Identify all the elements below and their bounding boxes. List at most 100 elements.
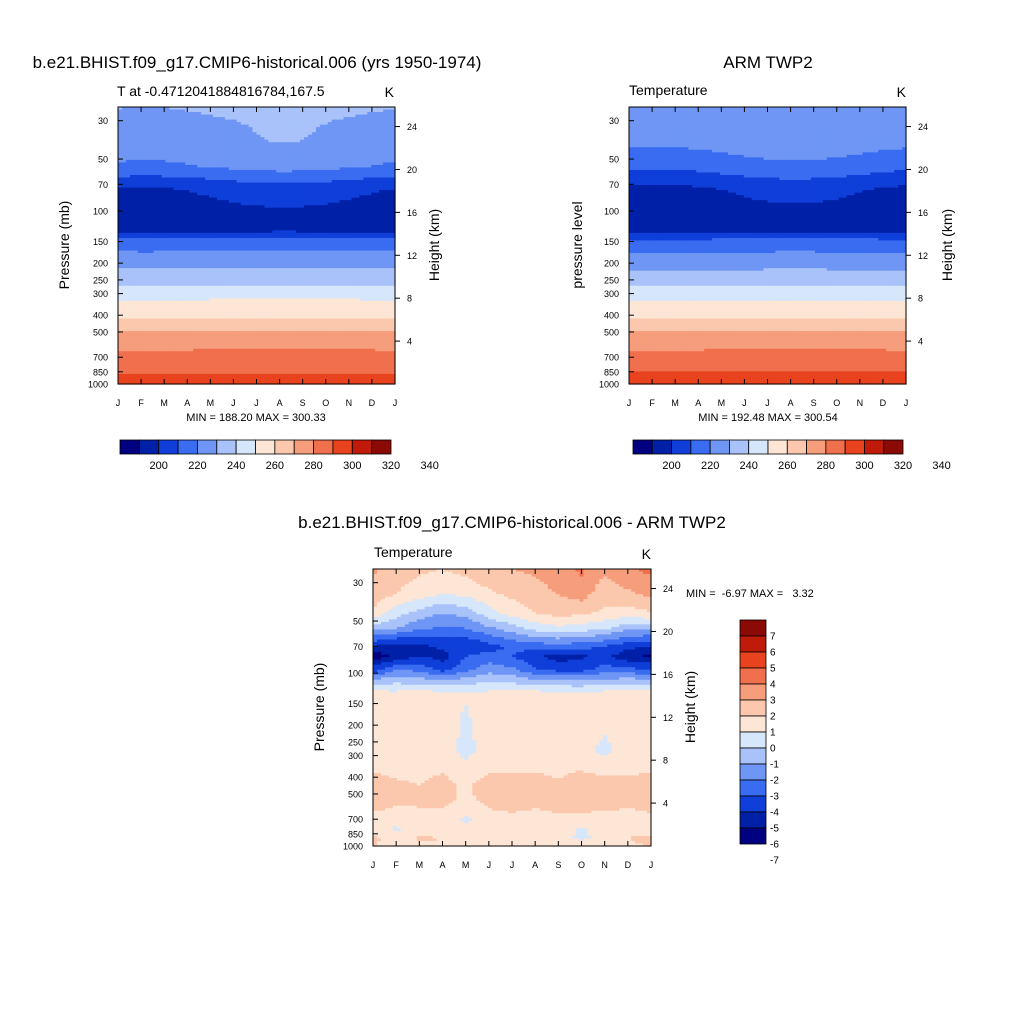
contour-cell xyxy=(315,197,321,201)
contour-cell xyxy=(216,149,222,153)
contour-cell xyxy=(228,117,234,121)
contour-cell xyxy=(303,185,309,189)
contour-cell xyxy=(133,109,139,113)
contour-cell xyxy=(383,162,388,166)
contour-cell xyxy=(248,112,254,116)
contour-cell xyxy=(193,177,198,181)
contour-cell xyxy=(264,157,269,161)
contour-cell xyxy=(216,205,222,209)
contour-cell xyxy=(379,172,384,176)
contour-cell xyxy=(161,127,167,131)
contour-cell xyxy=(157,119,163,123)
contour-cell xyxy=(288,162,293,166)
contour-cell xyxy=(252,127,258,131)
contour-cell xyxy=(224,129,230,133)
contour-cell xyxy=(315,107,321,111)
contour-cell xyxy=(307,180,313,184)
contour-cell xyxy=(379,114,384,118)
contour-cell xyxy=(300,134,305,138)
contour-cell xyxy=(145,147,151,151)
contour-cell xyxy=(125,142,131,146)
contour-cell xyxy=(276,174,281,179)
contour-cell xyxy=(268,185,273,189)
contour-cell xyxy=(315,190,321,194)
contour-cell xyxy=(209,137,214,141)
contour-cell xyxy=(248,182,254,186)
contour-cell xyxy=(363,117,368,121)
contour-cell xyxy=(363,132,368,136)
contour-cell xyxy=(264,187,269,191)
contour-cell xyxy=(260,142,266,146)
contour-cell xyxy=(311,147,317,151)
contour-cell xyxy=(181,119,186,123)
contour-cell xyxy=(133,117,139,121)
contour-cell xyxy=(236,154,242,158)
contour-cell xyxy=(212,190,218,194)
contour-cell xyxy=(161,182,167,186)
contour-cell xyxy=(272,174,277,179)
contour-cell xyxy=(121,159,127,163)
contour-cell xyxy=(248,122,254,126)
contour-cell xyxy=(343,134,349,138)
contour-cell xyxy=(205,112,210,116)
contour-cell xyxy=(181,129,186,133)
contour-cell xyxy=(276,132,281,136)
contour-cell xyxy=(133,122,139,126)
contour-cell xyxy=(149,139,155,143)
contour-cell xyxy=(379,162,384,166)
contour-cell xyxy=(307,187,313,191)
contour-cell xyxy=(169,132,174,136)
contour-cell xyxy=(311,169,317,174)
contour-cell xyxy=(303,129,309,133)
contour-cell xyxy=(292,207,297,211)
contour-cell xyxy=(177,132,182,136)
contour-cell xyxy=(284,172,289,176)
contour-cell xyxy=(248,119,254,123)
contour-cell xyxy=(189,134,194,138)
contour-cell xyxy=(347,119,353,123)
contour-cell xyxy=(212,129,218,133)
contour-cell xyxy=(252,210,258,214)
contour-cell xyxy=(343,144,349,148)
contour-cell xyxy=(121,174,127,179)
contour-cell xyxy=(169,207,174,211)
contour-cell xyxy=(319,167,325,171)
contour-cell xyxy=(272,157,277,161)
contour-cell xyxy=(383,124,388,128)
contour-cell xyxy=(367,129,372,133)
contour-cell xyxy=(153,190,159,194)
contour-cell xyxy=(268,195,273,199)
contour-cell xyxy=(161,132,167,136)
contour-cell xyxy=(224,200,230,204)
contour-cell xyxy=(193,124,198,128)
contour-cell xyxy=(129,142,135,146)
contour-cell xyxy=(220,142,226,146)
contour-cell xyxy=(201,154,206,158)
contour-cell xyxy=(303,172,309,176)
contour-cell xyxy=(189,177,194,181)
contour-cell xyxy=(371,172,376,176)
contour-cell xyxy=(197,134,202,138)
contour-cell xyxy=(141,174,147,179)
contour-cell xyxy=(260,197,266,201)
contour-cell xyxy=(224,207,230,211)
contour-cell xyxy=(224,112,230,116)
contour-cell xyxy=(181,185,186,189)
contour-cell xyxy=(209,122,214,126)
contour-cell xyxy=(276,157,281,161)
contour-cell xyxy=(236,190,242,194)
contour-cell xyxy=(347,127,353,131)
contour-cell xyxy=(205,180,210,184)
contour-cell xyxy=(319,180,325,184)
contour-cell xyxy=(331,149,337,153)
contour-cell xyxy=(240,182,246,186)
contour-cell xyxy=(387,124,392,128)
contour-cell xyxy=(236,207,242,211)
contour-cell xyxy=(177,202,182,206)
contour-cell xyxy=(288,134,293,138)
contour-cell xyxy=(280,169,285,174)
contour-cell xyxy=(351,122,357,126)
contour-cell xyxy=(118,169,123,174)
contour-cell xyxy=(129,202,135,206)
contour-cell xyxy=(280,109,285,113)
